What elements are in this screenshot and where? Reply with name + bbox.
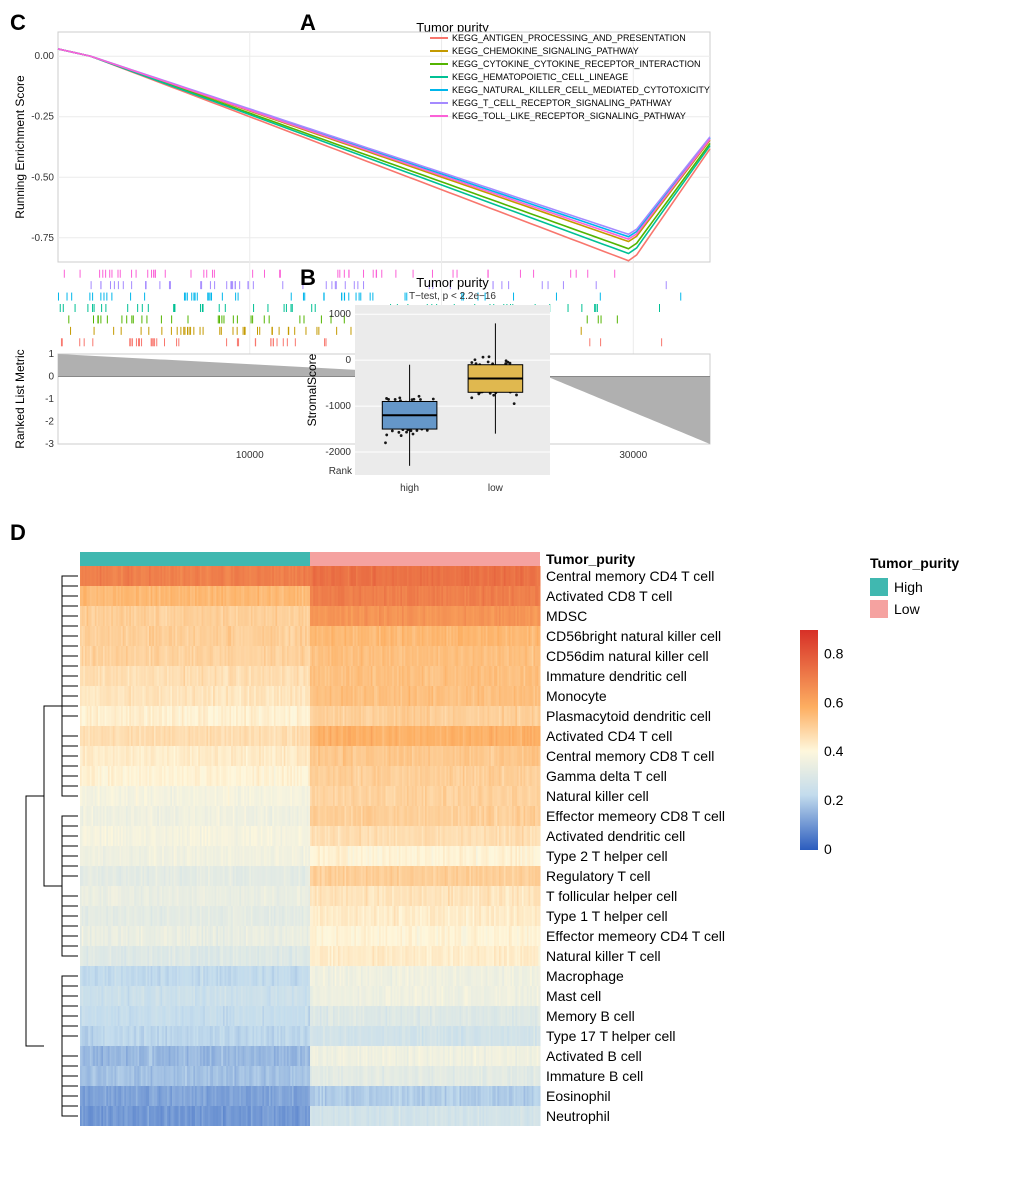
svg-text:KEGG_CHEMOKINE_SIGNALING_PATHW: KEGG_CHEMOKINE_SIGNALING_PATHWAY [452,46,639,56]
svg-text:StromalScore: StromalScore [305,353,319,426]
svg-text:KEGG_NATURAL_KILLER_CELL_MEDIA: KEGG_NATURAL_KILLER_CELL_MEDIATED_CYTOTO… [452,85,710,95]
svg-text:Ranked List Metric: Ranked List Metric [13,349,27,448]
svg-text:Plasmacytoid dendritic cell: Plasmacytoid dendritic cell [546,708,711,724]
svg-text:0.00: 0.00 [35,51,55,62]
svg-text:KEGG_HEMATOPOIETIC_CELL_LINEAG: KEGG_HEMATOPOIETIC_CELL_LINEAGE [452,72,628,82]
svg-text:Immature dendritic cell: Immature dendritic cell [546,668,687,684]
svg-text:KEGG_TOLL_LIKE_RECEPTOR_SIGNAL: KEGG_TOLL_LIKE_RECEPTOR_SIGNALING_PATHWA… [452,111,686,121]
svg-text:0: 0 [48,372,54,383]
panel-b-label: B [300,265,316,291]
svg-text:CD56dim natural killer cell: CD56dim natural killer cell [546,648,709,664]
svg-text:Natural killer cell: Natural killer cell [546,788,649,804]
panel-c: C -0.75 -0.50 -0.25 0.00 Running Enrichment … [10,10,290,510]
svg-text:1: 1 [48,349,54,360]
svg-text:MDSC: MDSC [546,608,587,624]
svg-text:Tumor_purity: Tumor_purity [546,551,635,567]
svg-text:KEGG_T_CELL_RECEPTOR_SIGNALING: KEGG_T_CELL_RECEPTOR_SIGNALING_PATHWAY [452,98,672,108]
svg-text:KEGG_ANTIGEN_PROCESSING_AND_PR: KEGG_ANTIGEN_PROCESSING_AND_PRESENTATION [452,33,686,43]
svg-text:-0.75: -0.75 [31,233,54,244]
panel-d: D Tumor_purityCentral memory CD4 T cell A… [10,520,1020,1180]
svg-text:CD56bright natural killer cell: CD56bright natural killer cell [546,628,721,644]
svg-text:-3: -3 [45,439,54,450]
svg-text:-2: -2 [45,417,54,428]
panel-d-label: D [10,520,26,546]
svg-text:-1: -1 [45,394,54,405]
svg-text:0: 0 [345,355,351,366]
svg-text:Monocyte: Monocyte [546,688,607,704]
svg-text:-1000: -1000 [325,401,351,412]
panel-b: B -2000 -1000 0 1000 Tumor purityT−test, p <… [300,265,1020,505]
svg-text:Activated CD4 T cell: Activated CD4 T cell [546,728,672,744]
svg-text:-0.25: -0.25 [31,112,54,123]
svg-text:Central memory CD8 T cell: Central memory CD8 T cell [546,748,714,764]
svg-text:10000: 10000 [236,450,264,461]
svg-text:-2000: -2000 [325,447,351,458]
panel-b-plot: -2000 -1000 0 1000 Tumor purityT−test, p < 2… [300,273,560,503]
svg-text:Central memory CD4 T cell: Central memory CD4 T cell [546,568,714,584]
svg-text:T−test, p < 2.2e−16: T−test, p < 2.2e−16 [409,291,496,302]
svg-text:Activated CD8 T cell: Activated CD8 T cell [546,588,672,604]
svg-text:-0.50: -0.50 [31,172,54,183]
svg-text:low: low [488,483,504,494]
panel-c-label: C [10,10,26,36]
svg-text:Effector memeory CD8 T cell: Effector memeory CD8 T cell [546,808,725,824]
svg-text:Gamma delta T cell: Gamma delta T cell [546,768,667,784]
svg-text:Tumor purity: Tumor purity [416,275,489,290]
svg-text:high: high [400,483,419,494]
svg-text:1000: 1000 [329,309,352,320]
svg-text:KEGG_CYTOKINE_CYTOKINE_RECEPTO: KEGG_CYTOKINE_CYTOKINE_RECEPTOR_INTERACT… [452,59,701,69]
svg-text:Running Enrichment Score: Running Enrichment Score [13,75,27,219]
panel-d-plot: Tumor_purityCentral memory CD4 T cell Act… [10,550,1010,1180]
svg-text:Activated dendritic cell: Activated dendritic cell [546,828,685,844]
